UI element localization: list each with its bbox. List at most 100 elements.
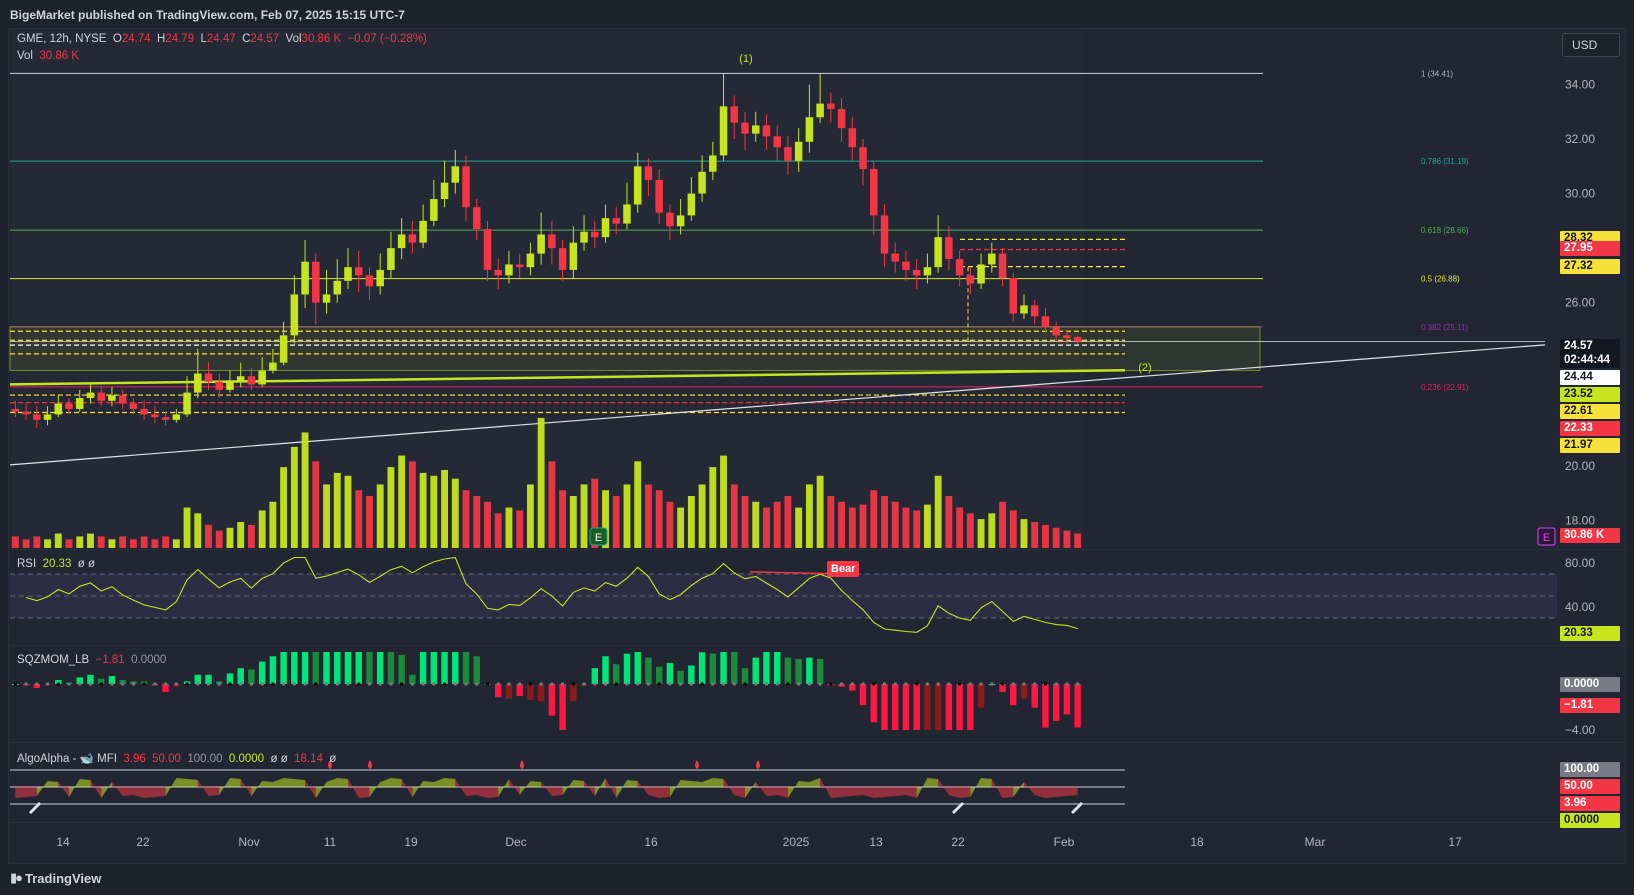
volume-bar <box>559 490 567 548</box>
mfi-area <box>58 782 70 797</box>
sqzmom-dot <box>711 682 715 686</box>
sqzmom-bar <box>602 656 609 684</box>
volume-bar <box>162 536 170 548</box>
mfi-area <box>1002 787 1014 798</box>
volume-bar <box>891 501 899 548</box>
volume-bar <box>172 539 180 548</box>
mfi-rocket-icon <box>29 802 41 814</box>
candle-body <box>494 269 502 276</box>
sqzmom-dot <box>625 682 629 686</box>
sqzmom-bar <box>999 684 1006 692</box>
sqzmom-bar <box>441 652 448 684</box>
price-badge: 21.97 <box>1560 438 1620 453</box>
mfi-area <box>444 778 456 787</box>
sqzmom-dot <box>421 682 425 686</box>
volume-legend-label[interactable]: Vol <box>17 50 33 62</box>
rsi-line <box>25 556 1078 633</box>
sqzmom-dot <box>571 682 575 686</box>
volume-bar <box>784 496 792 548</box>
volume-bar <box>645 484 652 548</box>
sqzmom-dot <box>990 682 994 686</box>
mfi-area <box>1066 787 1078 796</box>
candle-body <box>440 182 449 200</box>
candle-body <box>998 253 1007 279</box>
sqzmom-dot <box>67 682 71 686</box>
price-axis-tick: 34.00 <box>1565 78 1595 92</box>
mfi-area <box>90 780 102 798</box>
mfi-area <box>648 787 660 798</box>
sqzmom-bar <box>494 684 502 698</box>
mfi-area <box>691 781 703 787</box>
sqzmom-bar <box>731 652 738 684</box>
volume-bar <box>1074 533 1082 548</box>
tradingview-logo[interactable]: ▮● TradingView <box>10 870 101 886</box>
candle-body <box>644 166 653 180</box>
fib-level-label: 0.618 (28.66) <box>1421 226 1469 235</box>
volume-bar <box>247 524 255 548</box>
volume-bar <box>215 530 223 548</box>
sqzmom-dot <box>153 682 157 686</box>
mfi-area <box>101 782 112 798</box>
sqzmom-dot <box>314 682 318 686</box>
candle-body <box>258 370 266 385</box>
sqzmom-bar <box>1052 684 1060 721</box>
mfi-area <box>830 787 842 798</box>
algo-legend-name[interactable]: AlgoAlpha - 🐋 MFI <box>17 753 117 765</box>
price-badge: 100.00 <box>1560 762 1620 777</box>
volume-bar <box>226 527 234 548</box>
candle-body <box>816 103 824 118</box>
candle-body <box>741 122 749 134</box>
sqzmom-dot <box>850 682 854 686</box>
volume-bar <box>1009 510 1017 548</box>
rsi-legend-name[interactable]: RSI <box>17 558 37 570</box>
fib-level-label: 0.382 (25.11) <box>1421 323 1468 332</box>
mfi-area <box>36 781 48 796</box>
mfi-area <box>219 778 230 795</box>
algo-legend-v1: 3.96 <box>123 753 146 765</box>
candle-body <box>194 373 202 393</box>
algo-legend-v5: 18.14 <box>294 753 323 765</box>
volume-bar <box>280 467 288 548</box>
sqzmom-dot <box>303 682 307 686</box>
sqz-legend-name[interactable]: SQZMOM_LB <box>17 654 90 666</box>
mfi-area <box>466 787 477 796</box>
volume-bar <box>11 536 19 548</box>
sqzmom-dot <box>1054 682 1058 686</box>
sqzmom-dot <box>539 682 543 686</box>
volume-bar <box>945 496 953 548</box>
mfi-area <box>154 787 166 797</box>
mfi-area <box>884 787 896 797</box>
mfi-area <box>616 780 627 798</box>
mfi-area <box>541 782 552 796</box>
sqzmom-bar <box>956 684 963 730</box>
legend-symbol[interactable]: GME, 12h, NYSE <box>17 33 107 45</box>
volume-bar <box>977 519 985 548</box>
candle-body <box>151 414 159 418</box>
candle-body <box>988 253 996 265</box>
candle-body <box>966 275 975 284</box>
candle-body <box>537 234 545 254</box>
x-axis-tick: 18 <box>1190 835 1204 849</box>
volume-bar <box>623 484 631 548</box>
candle-body <box>805 117 814 142</box>
sqzmom-dot <box>378 682 382 686</box>
candle-body <box>912 269 921 276</box>
mfi-area <box>197 780 209 796</box>
sqzmom-dot <box>35 682 39 686</box>
mfi-area <box>272 778 284 787</box>
candle-body <box>591 231 599 238</box>
mfi-area <box>390 778 402 787</box>
currency-button[interactable]: USD <box>1562 33 1620 57</box>
sqzmom-dot <box>389 682 393 686</box>
volume-bar <box>505 507 513 548</box>
sqzmom-bar <box>119 680 126 684</box>
candle-body <box>11 408 20 412</box>
sqzmom-bar <box>419 652 427 684</box>
mfi-rocket-icon <box>952 802 964 814</box>
sqzmom-dot <box>1065 682 1069 686</box>
sqzmom-dot <box>829 682 833 686</box>
mfi-area <box>798 781 810 787</box>
candle-body <box>923 267 932 276</box>
sqzmom-bar <box>655 666 663 684</box>
